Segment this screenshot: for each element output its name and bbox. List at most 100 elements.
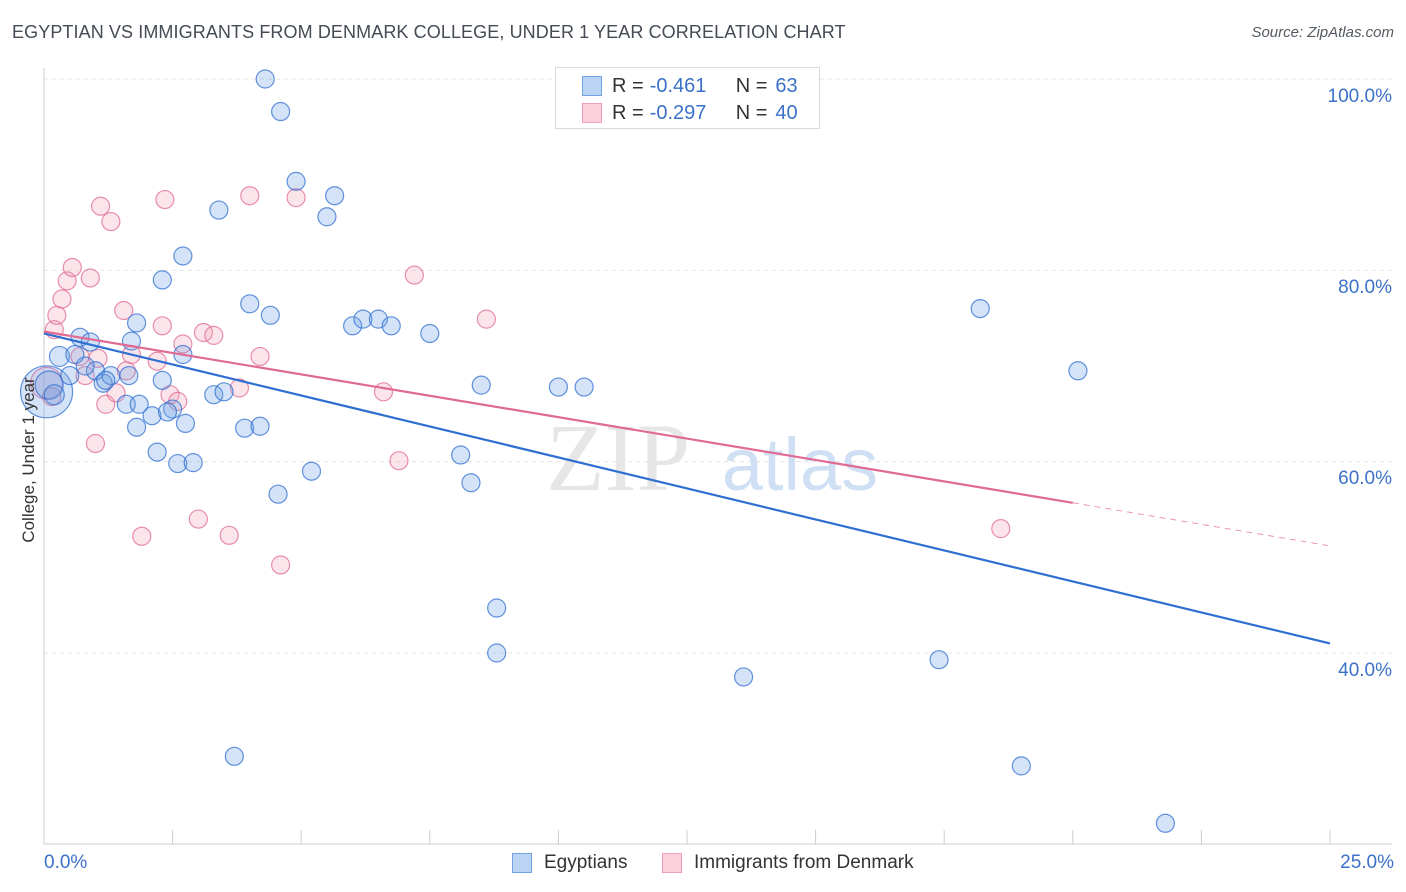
data-point <box>317 207 337 227</box>
data-point <box>1068 361 1088 381</box>
data-point <box>255 69 275 89</box>
data-point <box>991 519 1011 539</box>
data-point <box>183 453 203 473</box>
data-point <box>157 402 178 422</box>
axes <box>43 68 1392 845</box>
data-point <box>286 188 306 208</box>
data-point <box>487 643 507 663</box>
data-point <box>60 365 80 386</box>
r-value: -0.461 <box>649 74 707 97</box>
trend-line-denmark-extension <box>1072 502 1331 547</box>
data-point <box>1155 813 1175 833</box>
data-point <box>301 461 322 481</box>
data-point <box>240 186 260 206</box>
data-point <box>229 378 250 398</box>
data-point <box>147 442 167 462</box>
data-point <box>451 445 471 465</box>
data-point <box>224 746 244 766</box>
data-point <box>152 270 172 290</box>
pink-swatch-icon <box>582 103 602 123</box>
data-point <box>155 189 175 210</box>
chart-title: EGYPTIAN VS IMMIGRANTS FROM DENMARK COLL… <box>12 22 846 42</box>
data-point <box>404 265 424 285</box>
data-point <box>271 555 291 575</box>
n-value: 40 <box>775 101 798 124</box>
data-point <box>240 294 260 314</box>
data-point <box>34 370 64 400</box>
data-point <box>548 377 569 397</box>
stats-legend-row-egyptians: R = -0.461 N = 63 <box>556 73 798 99</box>
series-egyptians <box>19 69 1175 833</box>
y-tick-label: 60.0% <box>1338 468 1392 489</box>
trend-line-egyptians <box>43 332 1331 645</box>
data-point <box>126 417 147 437</box>
watermark-atlas: atlas <box>722 423 878 506</box>
data-point <box>929 650 949 670</box>
legend-item-immigrants-from-denmark: Immigrants from Denmark <box>662 852 914 874</box>
y-axis-label: College, Under 1 year <box>19 377 38 543</box>
watermark: ZIP atlas <box>546 404 878 511</box>
stats-legend-row-denmark: R = -0.297 N = 40 <box>556 100 798 126</box>
trend-line-denmark <box>43 330 1073 504</box>
series-immigrants-from-denmark <box>29 186 1011 575</box>
data-point <box>214 382 234 402</box>
data-point <box>188 509 208 529</box>
data-point <box>152 370 172 390</box>
data-point <box>114 300 134 321</box>
data-point <box>47 305 67 325</box>
data-point <box>173 246 193 266</box>
data-point <box>132 526 152 546</box>
data-point <box>52 289 72 309</box>
data-point <box>19 365 74 419</box>
data-point <box>733 667 754 687</box>
data-point <box>235 418 255 438</box>
data-point <box>286 171 306 191</box>
trend-lines <box>43 330 1331 645</box>
data-point <box>204 325 224 345</box>
n-label: N = <box>735 101 768 124</box>
data-point <box>250 416 270 436</box>
n-value: 63 <box>775 74 798 97</box>
watermark-zip: ZIP <box>546 404 690 511</box>
data-point <box>65 344 85 365</box>
data-point <box>126 313 147 333</box>
data-point <box>373 382 394 402</box>
data-point <box>343 316 363 336</box>
data-point <box>48 345 71 368</box>
data-point <box>1011 756 1031 776</box>
legend-item-egyptians: Egyptians <box>512 852 627 874</box>
data-point <box>62 257 82 278</box>
r-value: -0.297 <box>649 101 707 124</box>
series-legend: Egyptians Immigrants from Denmark <box>0 852 1406 878</box>
blue-swatch-icon <box>512 853 532 873</box>
source-label: Source: ZipAtlas.com <box>1251 24 1394 41</box>
x-tick-label: 25.0% <box>1340 852 1394 873</box>
y-tick-label: 100.0% <box>1327 86 1392 107</box>
data-point <box>163 399 183 419</box>
data-point <box>381 316 401 336</box>
data-point <box>93 373 113 393</box>
y-tick-label: 80.0% <box>1338 277 1392 298</box>
n-label: N = <box>735 74 768 97</box>
data-point <box>574 377 594 397</box>
data-point <box>471 375 491 395</box>
data-point <box>168 453 188 474</box>
data-point <box>476 309 496 329</box>
blue-swatch-icon <box>582 76 602 96</box>
data-point <box>85 433 106 454</box>
data-point <box>101 211 121 232</box>
y-tick-label: 40.0% <box>1338 660 1392 681</box>
x-tick-label: 0.0% <box>44 852 88 873</box>
data-point <box>152 316 172 336</box>
data-point <box>129 394 149 414</box>
r-label: R = <box>612 101 644 124</box>
data-point <box>90 196 111 216</box>
data-point <box>461 473 481 493</box>
stats-legend: R = -0.461 N = 63 R = -0.297 N = 40 <box>555 67 820 129</box>
data-point <box>119 365 139 386</box>
data-point <box>970 299 990 319</box>
data-point <box>43 384 65 406</box>
data-point <box>389 451 409 471</box>
data-point <box>209 200 229 220</box>
data-point <box>142 406 162 426</box>
